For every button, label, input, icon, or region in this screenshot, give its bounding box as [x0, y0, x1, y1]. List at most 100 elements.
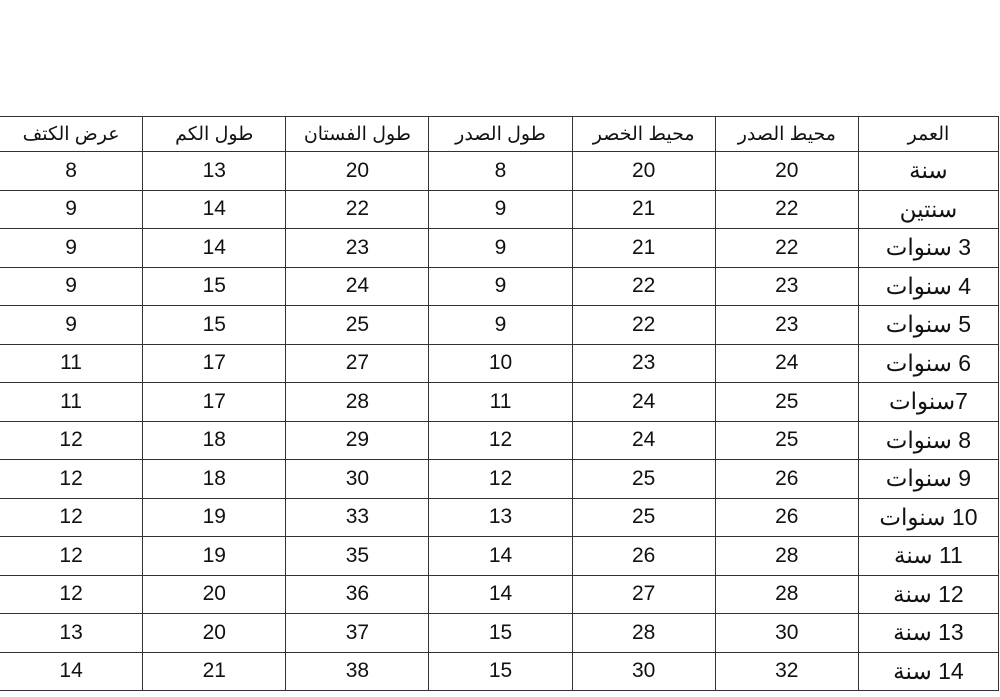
- age-cell: 12 سنة: [857, 574, 1000, 614]
- measurement-cell: 20: [142, 613, 287, 653]
- column-header: طول الكم: [142, 116, 287, 152]
- measurement-cell: 20: [571, 151, 716, 191]
- measurement-cell: 9: [428, 266, 573, 306]
- measurement-cell: 23: [285, 228, 430, 268]
- measurement-cell: 13: [428, 497, 573, 537]
- measurement-cell: 12: [428, 420, 573, 460]
- age-cell: 8 سنوات: [857, 420, 1000, 460]
- column-header: محيط الخصر: [571, 116, 716, 152]
- measurement-cell: 14: [428, 574, 573, 614]
- measurement-cell: 25: [571, 459, 716, 499]
- measurement-cell: 23: [714, 305, 859, 345]
- measurement-cell: 29: [285, 420, 430, 460]
- measurement-cell: 22: [571, 305, 716, 345]
- age-cell: 6 سنوات: [857, 343, 1000, 383]
- measurement-cell: 15: [142, 305, 287, 345]
- measurement-cell: 12: [428, 459, 573, 499]
- measurement-cell: 8: [0, 151, 144, 191]
- measurement-cell: 13: [0, 613, 144, 653]
- measurement-cell: 33: [285, 497, 430, 537]
- age-cell: 5 سنوات: [857, 305, 1000, 345]
- measurement-cell: 11: [0, 382, 144, 422]
- measurement-cell: 22: [571, 266, 716, 306]
- measurement-cell: 15: [428, 651, 573, 691]
- measurement-cell: 9: [0, 189, 144, 229]
- measurement-cell: 24: [571, 382, 716, 422]
- measurement-cell: 19: [142, 536, 287, 576]
- measurement-cell: 28: [571, 613, 716, 653]
- measurement-cell: 23: [714, 266, 859, 306]
- measurement-cell: 25: [714, 382, 859, 422]
- measurement-cell: 9: [428, 228, 573, 268]
- table-row: سنتين 22 21 9 22 14 9: [0, 189, 1000, 229]
- measurement-cell: 11: [0, 343, 144, 383]
- table-row: 7سنوات 25 24 11 28 17 11: [0, 382, 1000, 422]
- table-row: 6 سنوات 24 23 10 27 17 11: [0, 343, 1000, 383]
- measurement-cell: 27: [571, 574, 716, 614]
- measurement-cell: 28: [714, 536, 859, 576]
- table-row: 3 سنوات 22 21 9 23 14 9: [0, 228, 1000, 268]
- measurement-cell: 26: [714, 459, 859, 499]
- age-cell: 11 سنة: [857, 536, 1000, 576]
- table-row: 11 سنة 28 26 14 35 19 12: [0, 536, 1000, 576]
- table-row: 10 سنوات 26 25 13 33 19 12: [0, 497, 1000, 537]
- age-cell: 4 سنوات: [857, 266, 1000, 306]
- measurement-cell: 9: [428, 189, 573, 229]
- measurement-cell: 38: [285, 651, 430, 691]
- table-row: 14 سنة 32 30 15 38 21 14: [0, 651, 1000, 691]
- measurement-cell: 26: [571, 536, 716, 576]
- column-header: طول الفستان: [285, 116, 430, 152]
- measurement-cell: 30: [571, 651, 716, 691]
- measurement-cell: 17: [142, 382, 287, 422]
- measurement-cell: 15: [142, 266, 287, 306]
- age-cell: سنة: [857, 151, 1000, 191]
- column-header: عرض الكتف: [0, 116, 144, 152]
- measurement-cell: 9: [428, 305, 573, 345]
- age-cell: 10 سنوات: [857, 497, 1000, 537]
- measurement-cell: 14: [0, 651, 144, 691]
- age-cell: 9 سنوات: [857, 459, 1000, 499]
- measurement-cell: 30: [714, 613, 859, 653]
- measurement-cell: 14: [142, 189, 287, 229]
- measurement-cell: 8: [428, 151, 573, 191]
- table-row: 13 سنة 30 28 15 37 20 13: [0, 613, 1000, 653]
- header-row: العمر محيط الصدر محيط الخصر طول الصدر طول ال…: [0, 116, 1000, 152]
- measurement-cell: 30: [285, 459, 430, 499]
- age-cell: 7سنوات: [857, 382, 1000, 422]
- measurement-cell: 14: [142, 228, 287, 268]
- measurement-cell: 25: [571, 497, 716, 537]
- measurement-cell: 17: [142, 343, 287, 383]
- measurement-cell: 24: [571, 420, 716, 460]
- measurement-cell: 28: [714, 574, 859, 614]
- age-cell: 3 سنوات: [857, 228, 1000, 268]
- measurement-cell: 22: [714, 228, 859, 268]
- measurement-cell: 22: [285, 189, 430, 229]
- table-row: 4 سنوات 23 22 9 24 15 9: [0, 266, 1000, 306]
- measurement-cell: 14: [428, 536, 573, 576]
- age-cell: 14 سنة: [857, 651, 1000, 691]
- table-row: سنة 20 20 8 20 13 8: [0, 151, 1000, 191]
- measurement-cell: 20: [285, 151, 430, 191]
- measurement-cell: 20: [142, 574, 287, 614]
- table-row: 8 سنوات 25 24 12 29 18 12: [0, 420, 1000, 460]
- table-row: 9 سنوات 26 25 12 30 18 12: [0, 459, 1000, 499]
- measurement-cell: 24: [285, 266, 430, 306]
- measurement-cell: 11: [428, 382, 573, 422]
- measurement-cell: 10: [428, 343, 573, 383]
- age-cell: 13 سنة: [857, 613, 1000, 653]
- measurement-cell: 22: [714, 189, 859, 229]
- measurement-cell: 35: [285, 536, 430, 576]
- table-row: 12 سنة 28 27 14 36 20 12: [0, 574, 1000, 614]
- measurement-cell: 12: [0, 420, 144, 460]
- measurement-cell: 25: [285, 305, 430, 345]
- measurement-cell: 18: [142, 459, 287, 499]
- measurement-cell: 12: [0, 574, 144, 614]
- measurement-cell: 15: [428, 613, 573, 653]
- measurement-cell: 20: [714, 151, 859, 191]
- measurement-cell: 21: [142, 651, 287, 691]
- size-chart-table: العمر محيط الصدر محيط الخصر طول الصدر طول ال…: [0, 116, 1000, 691]
- measurement-cell: 32: [714, 651, 859, 691]
- measurement-cell: 9: [0, 305, 144, 345]
- column-header: العمر: [857, 116, 1000, 152]
- measurement-cell: 19: [142, 497, 287, 537]
